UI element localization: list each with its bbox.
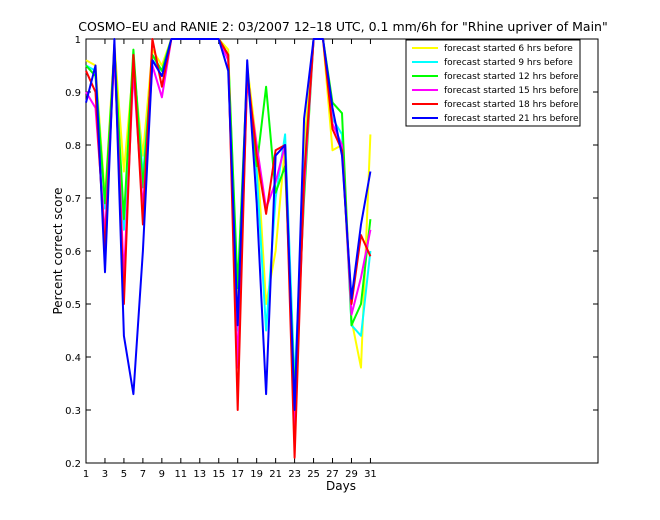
- y-tick-label: 0.8: [65, 141, 81, 152]
- y-tick-label: 0.7: [65, 194, 81, 205]
- legend-label: forecast started 18 hrs before: [444, 100, 579, 110]
- x-tick-label: 31: [364, 469, 377, 480]
- legend-label: forecast started 21 hrs before: [444, 114, 579, 124]
- legend-label: forecast started 12 hrs before: [444, 72, 579, 82]
- y-tick-label: 0.5: [65, 300, 81, 311]
- x-tick-label: 21: [269, 469, 282, 480]
- y-tick-label: 1: [75, 35, 81, 46]
- x-axis-label: Days: [326, 479, 356, 493]
- x-tick-label: 1: [83, 469, 89, 480]
- x-tick-label: 7: [140, 469, 146, 480]
- x-tick-label: 17: [231, 469, 244, 480]
- y-axis-label: Percent correct score: [51, 187, 65, 314]
- x-tick-label: 5: [121, 469, 127, 480]
- x-tick-label: 9: [159, 469, 165, 480]
- x-tick-label: 27: [326, 469, 339, 480]
- x-tick-label: 13: [193, 469, 206, 480]
- series-line: [85, 38, 372, 411]
- series-lines: [85, 38, 372, 459]
- x-tick-label: 19: [250, 469, 263, 480]
- legend-box: [405, 39, 581, 127]
- axis-ticks: 1 3 5 7 9 11 13 15 17 19 21 23 25 27 29 310.20.30.40.50…: [65, 35, 598, 480]
- x-tick-label: 15: [212, 469, 225, 480]
- legend-label: forecast started 9 hrs before: [444, 58, 573, 68]
- x-tick-label: 11: [174, 469, 187, 480]
- x-tick-label: 29: [345, 469, 358, 480]
- chart-title: COSMO–EU and RANIE 2: 03/2007 12–18 UTC,…: [78, 19, 607, 34]
- y-tick-label: 0.6: [65, 247, 81, 258]
- y-tick-label: 0.4: [65, 353, 81, 364]
- legend: forecast started 6 hrs before forecast st…: [405, 39, 581, 127]
- y-tick-label: 0.9: [65, 88, 81, 99]
- y-tick-label: 0.2: [65, 459, 81, 470]
- legend-label: forecast started 15 hrs before: [444, 86, 579, 96]
- legend-label: forecast started 6 hrs before: [444, 44, 573, 54]
- x-tick-label: 3: [102, 469, 108, 480]
- x-tick-label: 25: [307, 469, 320, 480]
- x-tick-label: 23: [288, 469, 301, 480]
- y-tick-label: 0.3: [65, 406, 81, 417]
